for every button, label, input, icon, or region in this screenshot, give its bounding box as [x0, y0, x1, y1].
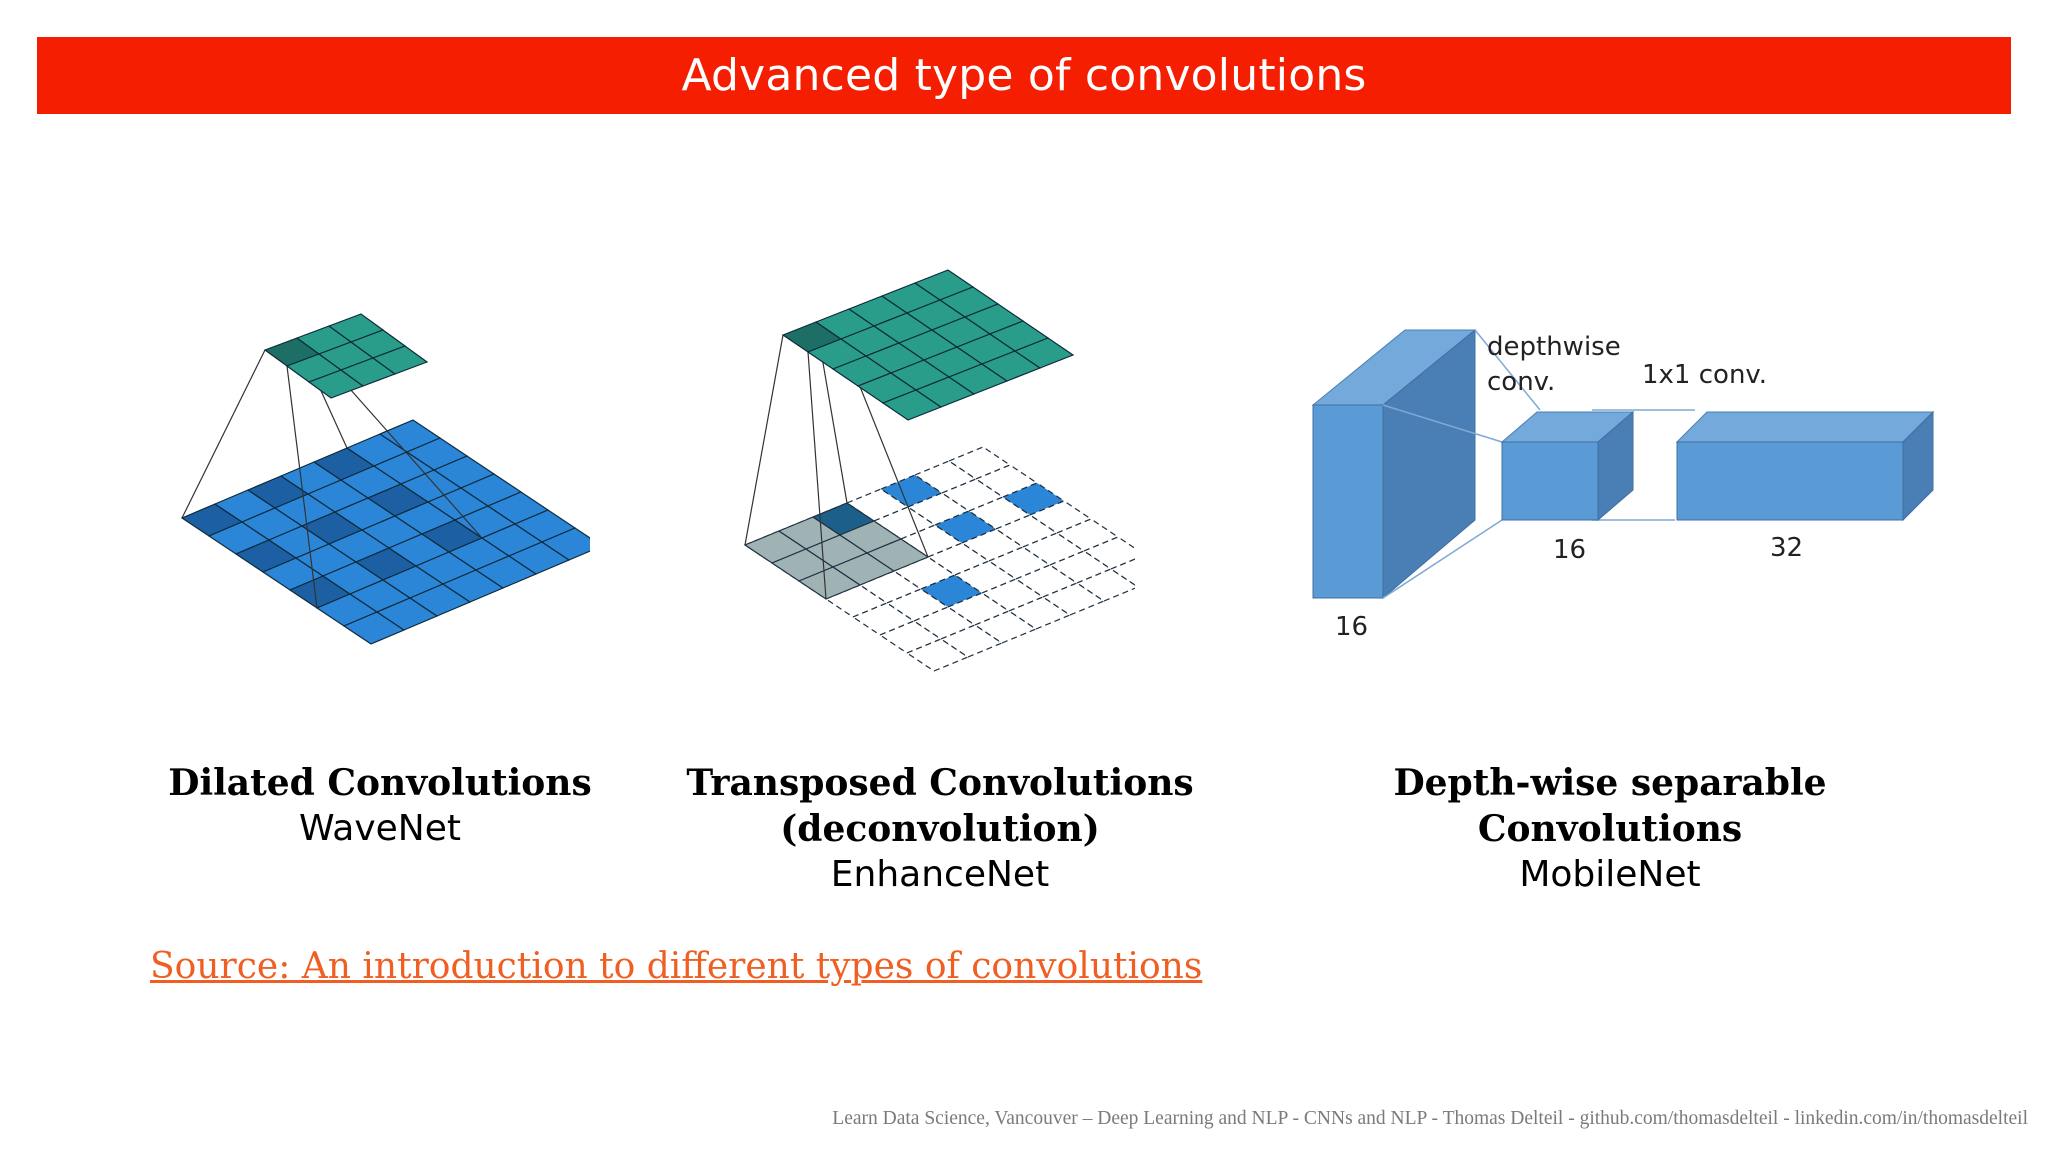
caption-dilated-title: Dilated Convolutions: [168, 762, 592, 804]
caption-depthwise-subtitle: MobileNet: [1519, 854, 1701, 895]
caption-transposed-title-line2: (deconvolution): [780, 808, 1100, 850]
dilated-input-grid: [180, 419, 604, 645]
label-depth-32: 32: [1770, 533, 1803, 563]
transposed-projection-line: [744, 334, 784, 546]
depthwise-separable-diagram: depthwise conv. 1x1 conv. 16 32 16: [1305, 320, 1945, 660]
caption-depthwise: Depth-wise separable Convolutions Mobile…: [1360, 760, 1860, 898]
dilated-projection-line: [181, 349, 266, 519]
caption-dilated-subtitle: WaveNet: [299, 808, 461, 849]
dilated-projection-line: [286, 365, 318, 609]
transposed-grid-illustration: [743, 269, 1174, 672]
label-depthwise: depthwise: [1487, 332, 1621, 362]
caption-transposed-subtitle: EnhanceNet: [830, 854, 1050, 895]
caption-transposed: Transposed Convolutions (deconvolution) …: [680, 760, 1200, 898]
label-depth-16-input: 16: [1335, 612, 1368, 642]
transposed-input-grid: [743, 446, 1174, 672]
label-conv: conv.: [1487, 367, 1555, 397]
transposed-convolution-diagram: [715, 245, 1174, 705]
pointwise-output-block: [1675, 410, 1935, 522]
title-bar: Advanced type of convolutions: [37, 37, 2011, 114]
label-1x1-conv: 1x1 conv.: [1642, 360, 1767, 390]
dilated-convolution-diagram: [170, 290, 604, 690]
footer-credits: Learn Data Science, Vancouver – Deep Lea…: [832, 1108, 2028, 1129]
caption-depthwise-title-line1: Depth-wise separable: [1393, 762, 1827, 804]
caption-dilated: Dilated Convolutions WaveNet: [150, 760, 610, 852]
caption-transposed-title-line1: Transposed Convolutions: [686, 762, 1194, 804]
label-depth-16-mid: 16: [1553, 535, 1586, 565]
depthwise-output-block: [1500, 410, 1635, 522]
source-link[interactable]: Source: An introduction to different typ…: [150, 946, 1203, 987]
caption-depthwise-title-line2: Convolutions: [1477, 808, 1743, 850]
dilated-grid-illustration: [180, 313, 604, 645]
dilated-output-grid: [263, 313, 429, 399]
slide-title: Advanced type of convolutions: [681, 50, 1367, 101]
dilated-output-cell: [371, 345, 429, 375]
transposed-output-grid: [781, 269, 1075, 421]
depthwise-connection-lines: [1382, 329, 1695, 599]
depthwise-boxes-illustration: depthwise conv. 1x1 conv. 16 32 16: [1311, 328, 1935, 642]
input-block: [1311, 328, 1477, 600]
transposed-projection-line: [807, 351, 827, 600]
transposed-output-cell: [1013, 337, 1075, 369]
